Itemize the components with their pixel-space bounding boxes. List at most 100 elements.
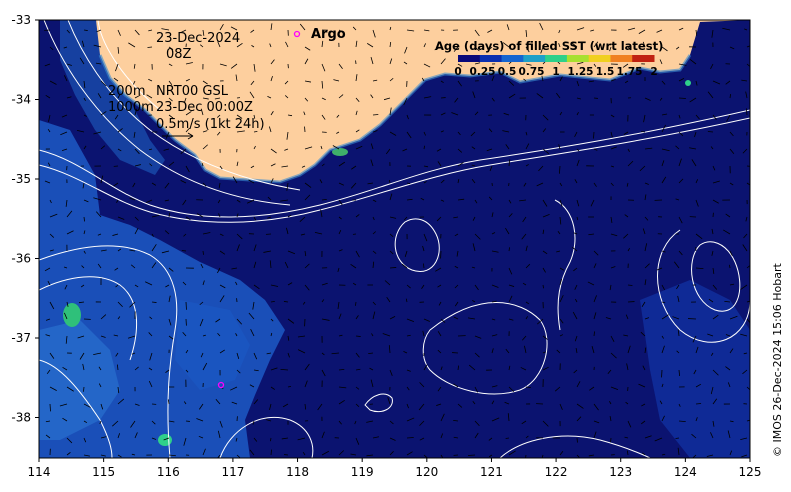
current-vector (710, 146, 714, 150)
current-vector (541, 75, 544, 82)
current-vector (487, 29, 493, 33)
current-vector (722, 27, 731, 31)
current-vector (491, 318, 496, 321)
current-vector (610, 335, 615, 343)
current-vector (419, 382, 425, 388)
current-vector (673, 261, 680, 269)
current-vector (746, 318, 750, 324)
current-vector (389, 77, 394, 82)
current-vector (723, 229, 731, 235)
current-vector (729, 315, 738, 320)
current-vector (218, 182, 221, 189)
current-vector (423, 364, 428, 371)
current-vector (219, 233, 224, 236)
current-vector (286, 182, 289, 191)
current-vector (202, 97, 209, 100)
current-vector (389, 233, 394, 238)
current-vector (587, 281, 595, 286)
current-vector (59, 403, 68, 407)
current-vector (45, 94, 51, 99)
current-vector (355, 97, 360, 102)
current-vector (280, 199, 289, 202)
current-vector (117, 46, 120, 54)
current-vector (270, 318, 274, 322)
current-vector (151, 233, 154, 237)
current-vector (182, 332, 187, 337)
current-vector (644, 243, 648, 252)
current-vector (588, 80, 595, 83)
current-vector (219, 284, 226, 289)
current-vector (520, 367, 527, 371)
current-vector (338, 313, 342, 320)
current-vector (60, 131, 68, 136)
current-vector (742, 369, 748, 375)
current-vector (287, 335, 290, 341)
current-vector (525, 301, 530, 305)
current-vector (249, 449, 255, 456)
current-vector (423, 29, 430, 32)
x-tick-label: 125 (739, 465, 762, 479)
current-vector (83, 199, 89, 203)
current-vector (542, 128, 547, 133)
current-vector (66, 437, 73, 444)
current-vector (593, 431, 597, 439)
current-vector (230, 26, 238, 31)
current-vector (474, 420, 480, 427)
current-vector (453, 316, 459, 320)
current-vector (297, 335, 306, 338)
current-vector (609, 401, 612, 405)
current-vector (149, 352, 153, 361)
current-vector (474, 62, 481, 65)
current-vector (337, 267, 340, 272)
current-vector (742, 244, 748, 252)
current-vector (504, 401, 510, 405)
current-vector (151, 437, 157, 440)
current-vector (371, 333, 374, 337)
current-vector (554, 386, 561, 392)
current-vector (270, 76, 273, 82)
current-vector (743, 352, 748, 355)
current-vector (404, 250, 408, 258)
current-vector (49, 46, 54, 51)
current-vector (287, 282, 293, 286)
current-vector (253, 437, 258, 442)
current-vector (66, 96, 72, 99)
current-vector (93, 352, 102, 356)
current-vector (610, 165, 614, 168)
current-vector (321, 114, 326, 120)
current-vector (338, 420, 342, 425)
current-vector (503, 112, 510, 116)
current-vector (678, 114, 681, 119)
current-vector (235, 437, 238, 442)
current-vector (319, 179, 323, 184)
current-vector (44, 180, 51, 184)
current-vector (440, 112, 446, 116)
current-vector (372, 261, 375, 269)
current-vector (474, 386, 479, 393)
current-vector (508, 365, 511, 371)
current-vector (246, 199, 255, 204)
time-label: 08Z (166, 47, 192, 62)
current-vector (214, 97, 221, 100)
current-vector (134, 29, 140, 36)
current-vector (695, 179, 699, 184)
current-vector (355, 386, 360, 390)
current-vector (253, 145, 256, 150)
current-vector (559, 216, 562, 225)
current-vector (536, 182, 544, 187)
current-vector (231, 401, 238, 405)
argo-legend-icon (293, 30, 301, 38)
current-vector (284, 80, 289, 85)
current-vector (148, 380, 153, 388)
current-vector (287, 250, 296, 255)
current-vector (694, 131, 697, 138)
y-tick-label: -36 (11, 252, 31, 266)
current-vector (385, 148, 391, 155)
current-vector (644, 317, 650, 320)
current-vector (556, 92, 561, 99)
current-vector (576, 159, 580, 167)
x-tick-label: 118 (286, 465, 309, 479)
current-vector (302, 451, 306, 456)
colorbar-tick-label: 0.25 (470, 66, 496, 78)
current-vector (236, 130, 245, 133)
